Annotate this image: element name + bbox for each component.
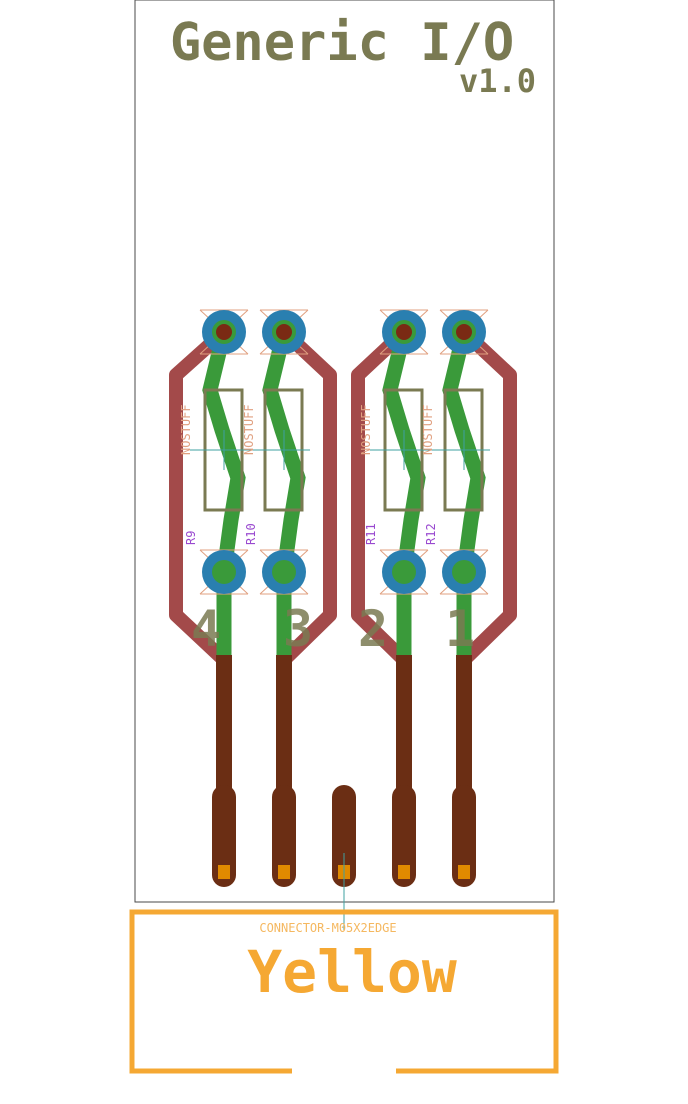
value-label-r10: NOSTUFF — [242, 404, 256, 455]
edge-finger-gnd — [332, 785, 356, 887]
channel-number-2: 2 — [358, 600, 388, 658]
board-outline — [134, 0, 555, 903]
channel-number-1: 1 — [445, 600, 475, 658]
resistor-ref-labels: R9 R10 R11 R12 — [184, 523, 438, 545]
connector-label: Yellow — [247, 938, 457, 1006]
bottom-copper-traces — [202, 330, 486, 655]
green-trace-2 — [382, 330, 426, 655]
edge-finger-1 — [452, 785, 476, 887]
resistor-center-marks — [190, 430, 490, 470]
ref-label-r10: R10 — [244, 523, 258, 545]
edge-finger-2 — [392, 785, 416, 887]
via-bottom-1 — [439, 549, 489, 595]
connector-outline — [129, 909, 559, 1074]
via-bottom-3 — [259, 549, 309, 595]
via-top-3 — [259, 309, 309, 355]
via-bottom-2 — [379, 549, 429, 595]
value-label-r9: NOSTUFF — [179, 404, 193, 455]
via-top-1 — [439, 309, 489, 355]
channel-number-3: 3 — [283, 600, 313, 658]
resistor-value-labels: NOSTUFF NOSTUFF NOSTUFF NOSTUFF — [179, 404, 435, 455]
value-label-r11: NOSTUFF — [359, 404, 373, 455]
ref-label-r12: R12 — [424, 523, 438, 545]
connector-name: CONNECTOR-M05X2EDGE — [259, 921, 396, 935]
edge-fingers — [212, 785, 476, 887]
board-title: Generic I/O — [170, 13, 514, 73]
ref-label-r9: R9 — [184, 531, 198, 545]
board-version: v1.0 — [459, 62, 536, 100]
edge-finger-4 — [212, 785, 236, 887]
edge-finger-3 — [272, 785, 296, 887]
edge-traces — [216, 655, 472, 800]
ref-label-r11: R11 — [364, 523, 378, 545]
value-label-r12: NOSTUFF — [421, 404, 435, 455]
channel-number-4: 4 — [191, 600, 221, 658]
channel-numbers: 4 3 2 1 — [191, 600, 475, 658]
via-top-2 — [379, 309, 429, 355]
via-bottom-4 — [199, 549, 249, 595]
via-pads — [199, 309, 489, 595]
via-top-4 — [199, 309, 249, 355]
